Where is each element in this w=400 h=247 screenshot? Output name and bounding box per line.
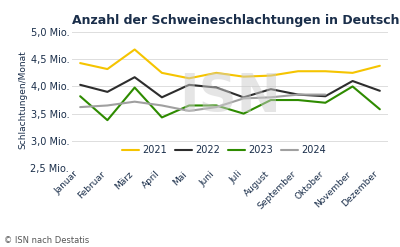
2023 — [268, 99, 273, 102]
2024 — [78, 106, 82, 109]
2024 — [241, 97, 246, 100]
2024 — [296, 93, 300, 96]
2021 — [296, 70, 300, 73]
2022 — [105, 90, 110, 93]
2021 — [160, 71, 164, 74]
2021 — [268, 74, 273, 77]
Line: 2023: 2023 — [80, 86, 380, 120]
2023 — [378, 108, 382, 111]
2023 — [132, 86, 137, 89]
Line: 2024: 2024 — [80, 95, 325, 111]
2023 — [105, 119, 110, 122]
Y-axis label: Schlachtungen/Monat: Schlachtungen/Monat — [19, 51, 28, 149]
2023 — [323, 101, 328, 104]
2022 — [268, 88, 273, 91]
Line: 2022: 2022 — [80, 77, 380, 97]
2023 — [187, 104, 192, 107]
2023 — [160, 116, 164, 119]
2022 — [160, 96, 164, 99]
2024 — [214, 106, 219, 109]
2021 — [214, 71, 219, 74]
2024 — [105, 104, 110, 107]
2022 — [378, 89, 382, 92]
2022 — [350, 80, 355, 82]
2022 — [78, 83, 82, 86]
Legend: 2021, 2022, 2023, 2024: 2021, 2022, 2023, 2024 — [118, 141, 330, 159]
2024 — [268, 96, 273, 99]
2021 — [323, 70, 328, 73]
Text: © ISN nach Destatis: © ISN nach Destatis — [4, 236, 89, 245]
2023 — [350, 85, 355, 88]
2022 — [323, 95, 328, 98]
2024 — [132, 100, 137, 103]
2022 — [241, 96, 246, 99]
2022 — [187, 83, 192, 86]
2021 — [378, 64, 382, 67]
2023 — [241, 112, 246, 115]
2021 — [241, 75, 246, 78]
2022 — [296, 93, 300, 96]
2021 — [132, 48, 137, 51]
Line: 2021: 2021 — [80, 49, 380, 78]
Text: ISN: ISN — [179, 71, 281, 123]
2024 — [187, 109, 192, 112]
2023 — [214, 104, 219, 107]
2023 — [78, 95, 82, 98]
2021 — [78, 62, 82, 64]
2024 — [323, 93, 328, 96]
2021 — [350, 71, 355, 74]
2021 — [187, 77, 192, 80]
2024 — [160, 104, 164, 107]
2022 — [132, 76, 137, 79]
Text: Anzahl der Schweineschlachtungen in Deutschland: Anzahl der Schweineschlachtungen in Deut… — [72, 14, 400, 27]
2022 — [214, 86, 219, 89]
2021 — [105, 68, 110, 71]
2023 — [296, 99, 300, 102]
